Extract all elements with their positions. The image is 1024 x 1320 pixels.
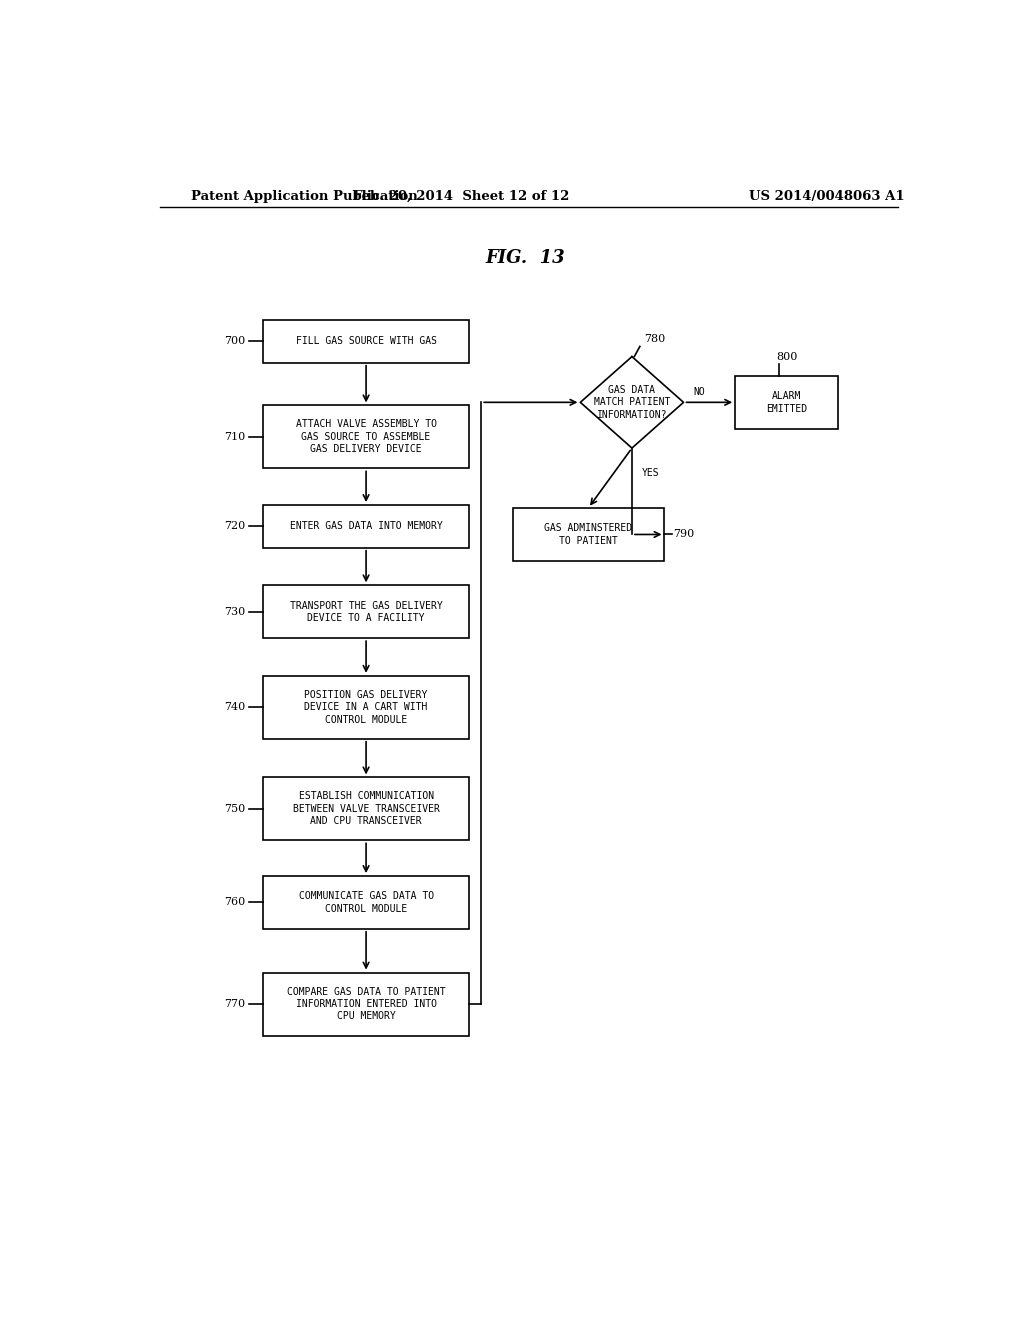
Text: 800: 800 — [776, 351, 798, 362]
FancyBboxPatch shape — [513, 508, 664, 561]
Text: POSITION GAS DELIVERY
DEVICE IN A CART WITH
CONTROL MODULE: POSITION GAS DELIVERY DEVICE IN A CART W… — [304, 690, 428, 725]
Text: ESTABLISH COMMUNICATION
BETWEEN VALVE TRANSCEIVER
AND CPU TRANSCEIVER: ESTABLISH COMMUNICATION BETWEEN VALVE TR… — [293, 792, 439, 826]
Text: 730: 730 — [224, 607, 246, 616]
FancyBboxPatch shape — [263, 676, 469, 739]
Text: 760: 760 — [224, 898, 246, 907]
FancyBboxPatch shape — [263, 876, 469, 929]
Text: 710: 710 — [224, 432, 246, 442]
Text: 790: 790 — [673, 529, 694, 540]
Text: YES: YES — [641, 469, 659, 478]
FancyBboxPatch shape — [263, 585, 469, 638]
FancyBboxPatch shape — [263, 319, 469, 363]
Text: 770: 770 — [224, 999, 246, 1008]
Text: 750: 750 — [224, 804, 246, 814]
FancyBboxPatch shape — [735, 376, 839, 429]
Text: ATTACH VALVE ASSEMBLY TO
GAS SOURCE TO ASSEMBLE
GAS DELIVERY DEVICE: ATTACH VALVE ASSEMBLY TO GAS SOURCE TO A… — [296, 420, 436, 454]
Text: GAS ADMINSTERED
TO PATIENT: GAS ADMINSTERED TO PATIENT — [544, 523, 633, 545]
Polygon shape — [581, 356, 684, 447]
Text: 740: 740 — [224, 702, 246, 713]
Text: 780: 780 — [644, 334, 666, 345]
Text: FIG.  13: FIG. 13 — [485, 249, 564, 267]
FancyBboxPatch shape — [263, 777, 469, 841]
Text: US 2014/0048063 A1: US 2014/0048063 A1 — [749, 190, 904, 202]
Text: Patent Application Publication: Patent Application Publication — [191, 190, 418, 202]
Text: ENTER GAS DATA INTO MEMORY: ENTER GAS DATA INTO MEMORY — [290, 521, 442, 532]
Text: 700: 700 — [224, 337, 246, 346]
Text: TRANSPORT THE GAS DELIVERY
DEVICE TO A FACILITY: TRANSPORT THE GAS DELIVERY DEVICE TO A F… — [290, 601, 442, 623]
Text: ALARM
EMITTED: ALARM EMITTED — [766, 391, 807, 413]
Text: COMMUNICATE GAS DATA TO
CONTROL MODULE: COMMUNICATE GAS DATA TO CONTROL MODULE — [299, 891, 433, 913]
Text: FILL GAS SOURCE WITH GAS: FILL GAS SOURCE WITH GAS — [296, 337, 436, 346]
FancyBboxPatch shape — [263, 973, 469, 1036]
FancyBboxPatch shape — [263, 405, 469, 469]
Text: Feb. 20, 2014  Sheet 12 of 12: Feb. 20, 2014 Sheet 12 of 12 — [353, 190, 569, 202]
FancyBboxPatch shape — [263, 506, 469, 548]
Text: NO: NO — [693, 387, 705, 397]
Text: 720: 720 — [224, 521, 246, 532]
Text: GAS DATA
MATCH PATIENT
INFORMATION?: GAS DATA MATCH PATIENT INFORMATION? — [594, 385, 670, 420]
Text: COMPARE GAS DATA TO PATIENT
INFORMATION ENTERED INTO
CPU MEMORY: COMPARE GAS DATA TO PATIENT INFORMATION … — [287, 986, 445, 1022]
